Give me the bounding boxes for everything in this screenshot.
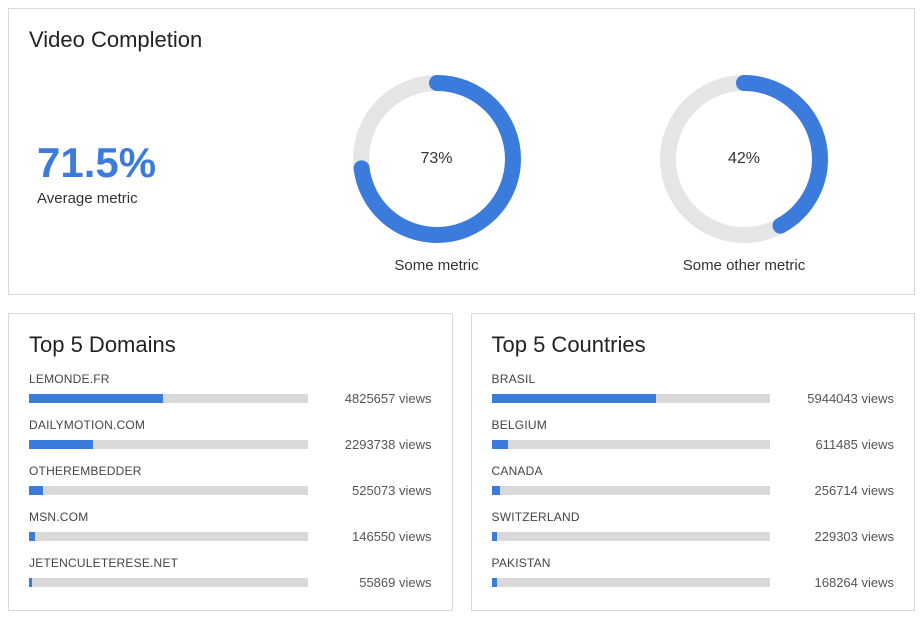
bar-fill [29,486,43,495]
video-completion-title: Video Completion [29,27,894,53]
list-item: BRASIL 5944043 views [492,372,895,406]
bar-track [492,532,771,541]
item-name: OTHEREMBEDDER [29,464,432,478]
list-item: SWITZERLAND 229303 views [492,510,895,544]
top-countries-title: Top 5 Countries [492,332,895,358]
item-value: 168264 views [784,575,894,590]
list-item: MSN.COM 146550 views [29,510,432,544]
bar-fill [492,532,498,541]
item-row: 55869 views [29,575,432,590]
list-item: LEMONDE.FR 4825657 views [29,372,432,406]
item-value: 2293738 views [322,437,432,452]
top-countries-card: Top 5 Countries BRASIL 5944043 views BELGI… [471,313,916,611]
item-row: 2293738 views [29,437,432,452]
bar-track [492,578,771,587]
item-name: CANADA [492,464,895,478]
donut-label: Some metric [394,257,478,274]
bar-track [492,440,771,449]
item-value: 55869 views [322,575,432,590]
bar-fill [492,394,656,403]
top-domains-card: Top 5 Domains LEMONDE.FR 4825657 views DAI… [8,313,453,611]
bar-fill [492,486,500,495]
video-completion-card: Video Completion 71.5% Average metric 73… [8,8,915,295]
item-row: 525073 views [29,483,432,498]
donut-chart: 73% [353,75,521,243]
bar-fill [29,394,163,403]
bar-track [29,532,308,541]
list-item: BELGIUM 611485 views [492,418,895,452]
bar-track [29,578,308,587]
donut-some-other-metric: 42% Some other metric [594,75,894,274]
donut-center-value: 42% [660,75,828,243]
list-item: OTHEREMBEDDER 525073 views [29,464,432,498]
donut-label: Some other metric [683,257,806,274]
list-item: DAILYMOTION.COM 2293738 views [29,418,432,452]
item-name: BRASIL [492,372,895,386]
list-item: JETENCULETERESE.NET 55869 views [29,556,432,590]
bar-track [492,394,771,403]
bar-track [29,440,308,449]
item-name: DAILYMOTION.COM [29,418,432,432]
item-value: 5944043 views [784,391,894,406]
item-name: BELGIUM [492,418,895,432]
average-metric-label: Average metric [37,190,279,207]
item-row: 611485 views [492,437,895,452]
item-name: SWITZERLAND [492,510,895,524]
item-row: 5944043 views [492,391,895,406]
bar-fill [29,532,35,541]
bar-track [29,486,308,495]
bar-fill [492,578,498,587]
item-value: 229303 views [784,529,894,544]
countries-list: BRASIL 5944043 views BELGIUM 611485 views CA… [492,372,895,590]
top-domains-title: Top 5 Domains [29,332,432,358]
item-value: 4825657 views [322,391,432,406]
metrics-row: 71.5% Average metric 73% Some metric 42%… [29,71,894,274]
item-value: 146550 views [322,529,432,544]
item-row: 146550 views [29,529,432,544]
item-name: MSN.COM [29,510,432,524]
bar-fill [29,440,93,449]
bar-track [29,394,308,403]
bar-track [492,486,771,495]
average-metric-block: 71.5% Average metric [29,142,279,207]
domains-list: LEMONDE.FR 4825657 views DAILYMOTION.COM 22… [29,372,432,590]
item-name: PAKISTAN [492,556,895,570]
donut-chart: 42% [660,75,828,243]
list-item: CANADA 256714 views [492,464,895,498]
bar-fill [29,578,32,587]
item-row: 168264 views [492,575,895,590]
item-value: 611485 views [784,437,894,452]
bottom-row: Top 5 Domains LEMONDE.FR 4825657 views DAI… [8,313,915,611]
item-name: JETENCULETERESE.NET [29,556,432,570]
item-row: 229303 views [492,529,895,544]
item-value: 256714 views [784,483,894,498]
average-metric-value: 71.5% [37,142,279,184]
item-value: 525073 views [322,483,432,498]
bar-fill [492,440,509,449]
donut-center-value: 73% [353,75,521,243]
item-row: 4825657 views [29,391,432,406]
donut-some-metric: 73% Some metric [287,75,587,274]
item-row: 256714 views [492,483,895,498]
list-item: PAKISTAN 168264 views [492,556,895,590]
item-name: LEMONDE.FR [29,372,432,386]
